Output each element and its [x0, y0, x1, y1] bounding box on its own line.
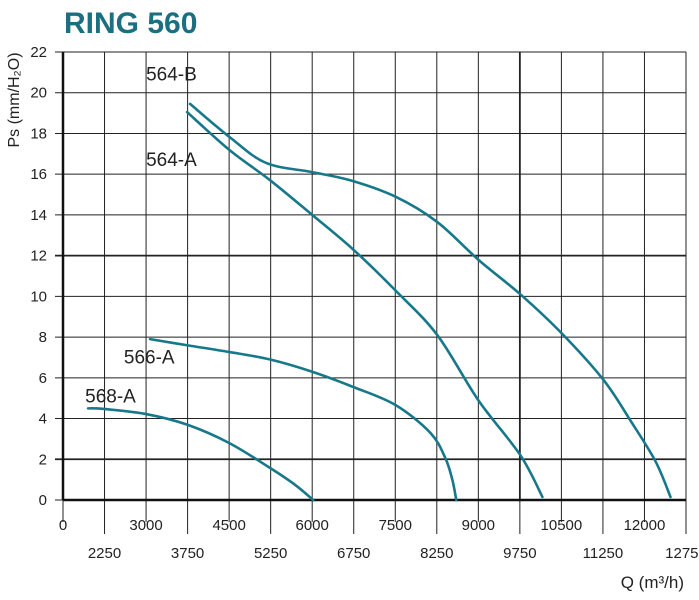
y-tick-label: 6 — [39, 370, 47, 387]
y-tick-label: 16 — [30, 166, 47, 183]
series-label-564-A: 564-A — [146, 150, 197, 171]
x-tick-label: 12750 — [665, 545, 699, 562]
x-tick-label: 0 — [59, 517, 67, 534]
curve-564-B — [188, 102, 672, 499]
series-labels: 564-B 564-A 566-A 568-A — [85, 65, 197, 408]
x-tick-label: 4500 — [212, 517, 245, 534]
curve-564-A — [185, 110, 544, 499]
y-tick-label: 20 — [30, 85, 47, 102]
x-tick-label: 5250 — [254, 545, 287, 562]
x-axis-label: Q (m³/h) — [621, 573, 684, 592]
curve-566-A — [148, 337, 458, 502]
y-tick-label: 10 — [30, 288, 47, 305]
axes: 0 2 4 6 8 10 12 14 16 18 20 22 0 3000 4500 6000 7500 9000… — [30, 44, 699, 562]
x-tick-label: 9750 — [503, 545, 536, 562]
x-tick-label: 10500 — [541, 517, 583, 534]
series-label-568-A: 568-A — [85, 386, 136, 407]
x-tick-label: 3750 — [171, 545, 204, 562]
x-tick-label: 6000 — [296, 517, 329, 534]
grid — [55, 51, 687, 501]
x-tick-label: 6750 — [337, 545, 370, 562]
y-tick-label: 2 — [39, 451, 47, 468]
y-tick-label: 18 — [30, 125, 47, 142]
y-tick-label: 12 — [30, 248, 47, 265]
y-tick-label: 4 — [39, 411, 47, 428]
x-tick-label: 2250 — [88, 545, 121, 562]
y-tick-label: 0 — [39, 492, 47, 509]
x-tick-label: 3000 — [129, 517, 162, 534]
x-tick-label: 9000 — [462, 517, 495, 534]
series-label-564-B: 564-B — [146, 65, 197, 86]
curves — [86, 102, 672, 502]
x-tick-label: 11250 — [583, 545, 624, 562]
y-axis-label: Ps (mm/H₂O) — [6, 52, 23, 147]
x-tick-label: 8250 — [420, 545, 453, 562]
curve-568-A — [86, 407, 315, 502]
chart-title: RING 560 — [64, 7, 197, 40]
y-tick-label: 14 — [30, 207, 47, 224]
y-tick-label: 22 — [30, 44, 47, 61]
series-label-566-A: 566-A — [124, 348, 175, 369]
x-tick-label: 12000 — [624, 517, 666, 534]
y-tick-label: 8 — [39, 329, 47, 346]
x-tick-label: 7500 — [379, 517, 412, 534]
